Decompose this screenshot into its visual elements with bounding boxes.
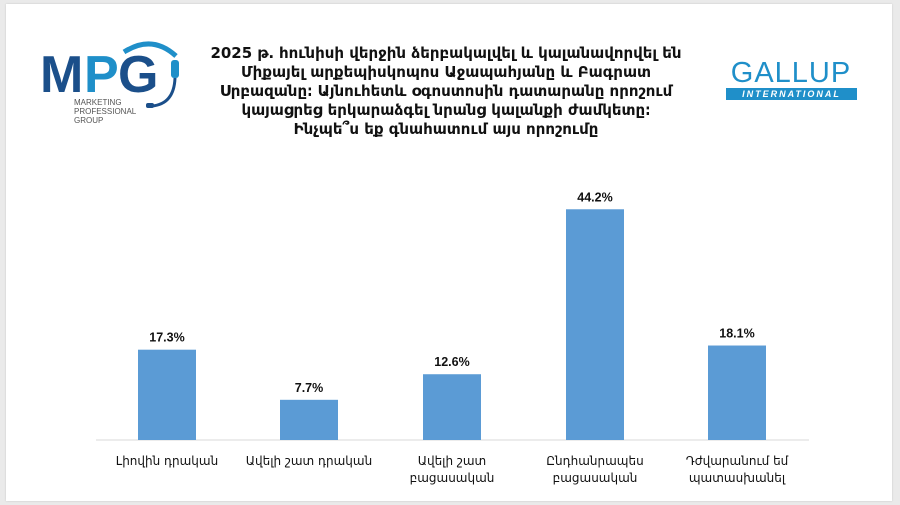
title-line: կայացրեց երկարաձգել նրանց կալանքի ժամկետ…	[241, 101, 651, 119]
slide: M P G MARKETING PROFESSIONAL GROUP 2025 …	[6, 4, 892, 501]
data-label: 18.1%	[719, 327, 754, 341]
title-line: Միքայել արքեպիսկոպոս Աջապահյանը և Բագրատ	[240, 63, 652, 81]
headset-icon	[122, 41, 179, 108]
mpg-letter-p: P	[84, 46, 119, 104]
data-label: 7.7%	[295, 381, 324, 395]
title-line: 2025 թ․ հունիսի վերջին ձերբակալվել և կալ…	[210, 44, 682, 62]
category-label: Դժվարանում եմ	[686, 454, 789, 468]
data-label: 17.3%	[149, 331, 184, 345]
bar	[423, 374, 481, 440]
bar	[138, 349, 196, 440]
mpg-subtitle: MARKETING PROFESSIONAL GROUP	[74, 98, 154, 125]
mpg-letter-g: G	[118, 46, 158, 104]
mpg-subtitle-line: PROFESSIONAL	[74, 107, 137, 116]
title-line: Սրբազանը։ Այնուհետև օգոստոսին դատարանը ո…	[219, 82, 673, 100]
mpg-letter-m: M	[40, 46, 83, 104]
title-line: Ինչպե՞ս եք գնահատում այս որոշումը	[293, 120, 599, 138]
bar	[708, 345, 766, 440]
mpg-logo: M P G MARKETING PROFESSIONAL GROUP	[40, 34, 190, 129]
data-label: 12.6%	[434, 355, 469, 369]
mpg-logo-mark: M P G	[40, 41, 179, 108]
gallup-logo-name: GALLUP	[730, 57, 852, 89]
category-label: Ավելի շատ դրական	[246, 454, 372, 468]
mpg-subtitle-line: MARKETING	[74, 98, 122, 107]
gallup-logo-subtitle: INTERNATIONAL	[726, 88, 857, 100]
category-label: Ավելի շատ	[418, 454, 486, 468]
category-label: պատասխանել	[689, 471, 786, 485]
category-label: բացասական	[553, 471, 638, 485]
category-label: Լիովին դրական	[116, 454, 218, 468]
category-label: բացասական	[410, 471, 495, 485]
chart-title: 2025 թ․ հունիսի վերջին ձերբակալվել և կալ…	[196, 44, 696, 139]
mpg-subtitle-line: GROUP	[74, 116, 104, 125]
bar	[566, 209, 624, 440]
category-label: Ընդհանրապես	[546, 454, 643, 468]
data-label: 44.2%	[577, 190, 612, 204]
gallup-logo: GALLUP INTERNATIONAL	[721, 59, 861, 104]
bar	[280, 399, 338, 440]
bar-chart: 17.3% Լիովին դրական 7.7% Ավելի շատ դրական 12…	[96, 190, 809, 485]
